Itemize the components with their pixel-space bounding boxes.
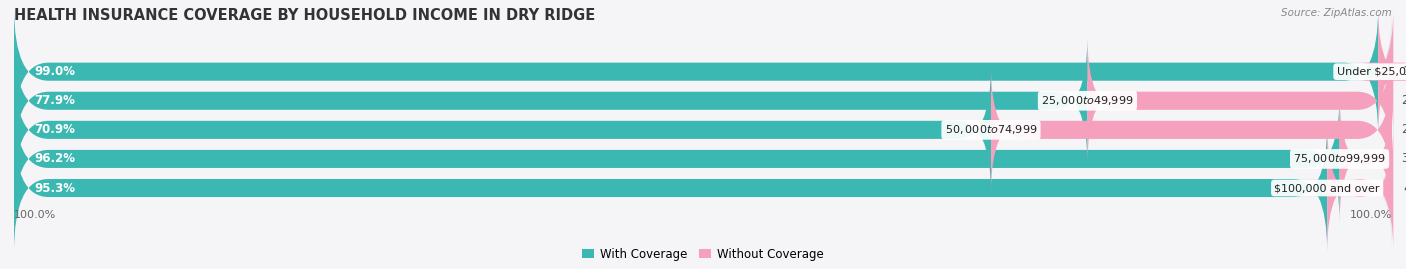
FancyBboxPatch shape: [14, 95, 1340, 223]
Text: 95.3%: 95.3%: [35, 182, 76, 194]
FancyBboxPatch shape: [14, 37, 1087, 164]
Text: 70.9%: 70.9%: [35, 123, 76, 136]
Text: 99.0%: 99.0%: [35, 65, 76, 78]
FancyBboxPatch shape: [14, 124, 1327, 252]
Text: $75,000 to $99,999: $75,000 to $99,999: [1294, 153, 1386, 165]
Text: 29.1%: 29.1%: [1402, 123, 1406, 136]
Text: $50,000 to $74,999: $50,000 to $74,999: [945, 123, 1038, 136]
Text: 96.2%: 96.2%: [35, 153, 76, 165]
Text: 3.8%: 3.8%: [1402, 153, 1406, 165]
FancyBboxPatch shape: [14, 37, 1392, 164]
FancyBboxPatch shape: [14, 8, 1392, 135]
Text: HEALTH INSURANCE COVERAGE BY HOUSEHOLD INCOME IN DRY RIDGE: HEALTH INSURANCE COVERAGE BY HOUSEHOLD I…: [14, 8, 595, 23]
FancyBboxPatch shape: [14, 8, 1378, 135]
Text: 4.8%: 4.8%: [1403, 182, 1406, 194]
FancyBboxPatch shape: [1340, 95, 1392, 223]
FancyBboxPatch shape: [1327, 124, 1393, 252]
Text: 22.1%: 22.1%: [1402, 94, 1406, 107]
Legend: With Coverage, Without Coverage: With Coverage, Without Coverage: [578, 243, 828, 265]
Text: 1.1%: 1.1%: [1403, 65, 1406, 78]
Text: $25,000 to $49,999: $25,000 to $49,999: [1042, 94, 1133, 107]
Text: 100.0%: 100.0%: [1350, 210, 1392, 220]
FancyBboxPatch shape: [1087, 37, 1392, 164]
FancyBboxPatch shape: [1358, 8, 1406, 135]
Text: Under $25,000: Under $25,000: [1337, 67, 1406, 77]
Text: 100.0%: 100.0%: [14, 210, 56, 220]
Text: $100,000 and over: $100,000 and over: [1274, 183, 1379, 193]
FancyBboxPatch shape: [14, 66, 1392, 193]
FancyBboxPatch shape: [991, 66, 1392, 193]
FancyBboxPatch shape: [14, 66, 991, 193]
FancyBboxPatch shape: [14, 124, 1392, 252]
Text: 77.9%: 77.9%: [35, 94, 76, 107]
Text: Source: ZipAtlas.com: Source: ZipAtlas.com: [1281, 8, 1392, 18]
FancyBboxPatch shape: [14, 95, 1392, 223]
